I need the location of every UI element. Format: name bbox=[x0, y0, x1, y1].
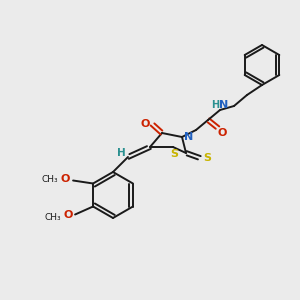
Text: N: N bbox=[219, 100, 229, 110]
Text: H: H bbox=[211, 100, 219, 110]
Text: S: S bbox=[170, 149, 178, 159]
Text: O: O bbox=[61, 175, 70, 184]
Text: S: S bbox=[203, 153, 211, 163]
Text: O: O bbox=[64, 211, 73, 220]
Text: CH₃: CH₃ bbox=[44, 213, 61, 222]
Text: N: N bbox=[184, 132, 194, 142]
Text: O: O bbox=[217, 128, 227, 138]
Text: CH₃: CH₃ bbox=[41, 175, 58, 184]
Text: O: O bbox=[140, 119, 150, 129]
Text: H: H bbox=[117, 148, 125, 158]
